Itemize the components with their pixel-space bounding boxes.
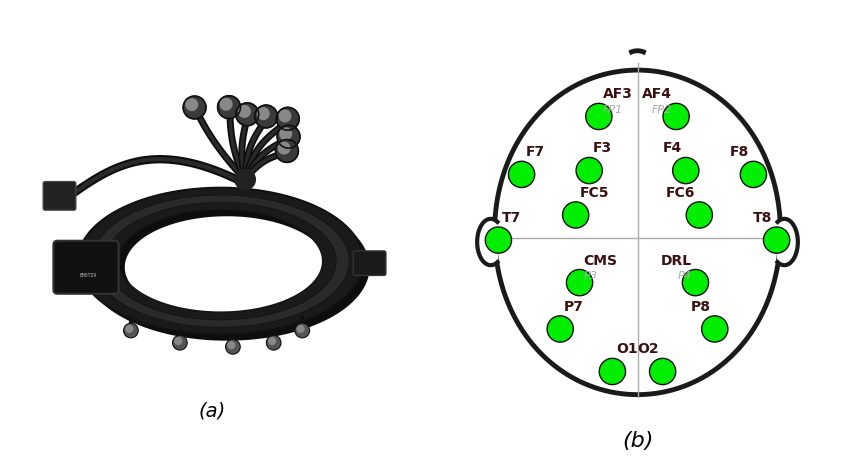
PathPatch shape (78, 188, 364, 335)
Circle shape (174, 337, 182, 345)
Circle shape (599, 358, 626, 385)
Circle shape (235, 103, 258, 126)
Circle shape (295, 323, 309, 338)
Circle shape (123, 323, 139, 338)
Circle shape (257, 107, 269, 120)
Text: (b): (b) (622, 431, 653, 452)
FancyBboxPatch shape (54, 241, 119, 294)
Text: F3: F3 (593, 142, 612, 155)
FancyBboxPatch shape (354, 251, 386, 276)
Text: P7: P7 (564, 300, 584, 314)
Text: O1: O1 (616, 342, 638, 356)
Circle shape (173, 335, 187, 350)
Circle shape (649, 358, 676, 385)
Circle shape (740, 161, 767, 187)
Circle shape (225, 340, 241, 354)
Circle shape (279, 128, 292, 140)
Text: F4: F4 (663, 142, 682, 155)
Circle shape (276, 107, 299, 130)
Text: EMOTIV: EMOTIV (79, 273, 97, 278)
Text: FC5: FC5 (580, 186, 609, 200)
Circle shape (238, 105, 251, 118)
Circle shape (508, 161, 535, 187)
Circle shape (266, 335, 281, 350)
Text: DRL: DRL (660, 254, 692, 267)
Circle shape (683, 270, 709, 296)
Circle shape (563, 202, 589, 228)
Text: F7: F7 (525, 145, 545, 159)
PathPatch shape (84, 194, 370, 341)
Text: FP1: FP1 (603, 105, 623, 115)
FancyBboxPatch shape (43, 181, 76, 210)
Circle shape (547, 316, 574, 342)
Circle shape (663, 103, 689, 130)
Circle shape (183, 96, 206, 119)
Circle shape (278, 142, 291, 154)
Text: O2: O2 (637, 342, 659, 356)
Circle shape (297, 325, 304, 333)
PathPatch shape (92, 195, 349, 327)
Text: FP2: FP2 (652, 105, 672, 115)
Circle shape (268, 337, 276, 345)
Text: AF4: AF4 (643, 87, 672, 101)
Circle shape (218, 96, 241, 118)
Circle shape (576, 157, 603, 184)
Circle shape (227, 341, 235, 349)
Text: T7: T7 (502, 211, 522, 225)
Circle shape (586, 103, 612, 130)
Circle shape (686, 202, 712, 228)
Circle shape (566, 270, 592, 296)
Circle shape (485, 227, 512, 253)
Text: CMS: CMS (583, 254, 617, 267)
Text: P3: P3 (583, 271, 598, 281)
Circle shape (279, 109, 292, 122)
Circle shape (185, 98, 198, 111)
Circle shape (701, 316, 728, 342)
Polygon shape (778, 219, 798, 265)
Circle shape (219, 98, 233, 111)
Polygon shape (495, 70, 780, 395)
Text: F8: F8 (730, 145, 750, 159)
Circle shape (125, 325, 133, 333)
Circle shape (277, 125, 300, 148)
Circle shape (763, 227, 790, 253)
Circle shape (255, 105, 278, 128)
Text: T8: T8 (753, 211, 773, 225)
Text: (a): (a) (199, 401, 226, 420)
Polygon shape (477, 219, 497, 265)
Circle shape (672, 157, 699, 184)
Text: P4: P4 (677, 271, 692, 281)
Text: FC6: FC6 (666, 186, 695, 200)
Circle shape (235, 170, 255, 190)
Text: P8: P8 (691, 300, 711, 314)
Circle shape (275, 139, 298, 162)
Text: AF3: AF3 (603, 87, 632, 101)
